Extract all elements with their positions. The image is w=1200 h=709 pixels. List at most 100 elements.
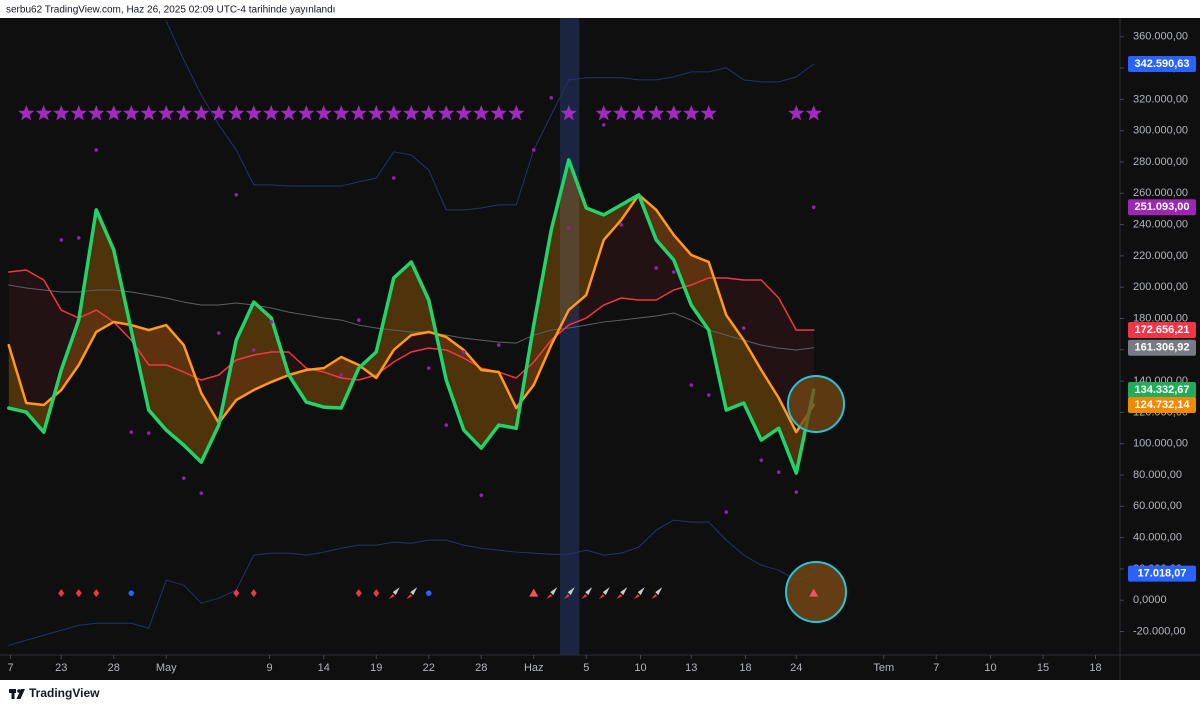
- signal-dot: [619, 223, 624, 227]
- signal-dot: [391, 176, 396, 180]
- signal-star: [455, 104, 472, 121]
- x-tick-label: Tem: [873, 662, 894, 674]
- rocket-flame: [616, 594, 623, 600]
- rocket-flame: [598, 594, 605, 600]
- signal-diamond: [250, 589, 257, 598]
- rocket-flame: [406, 594, 413, 600]
- series-line: [165, 20, 815, 211]
- signal-rocket: [616, 587, 628, 600]
- y-tick-label: 180.000,00: [1133, 312, 1188, 324]
- signal-star: [788, 104, 805, 121]
- signal-dot: [601, 123, 606, 127]
- x-tick-label: 18: [1089, 662, 1101, 674]
- signal-star: [315, 104, 332, 121]
- band-fill: [8, 159, 814, 474]
- y-tick-label: 240.000,00: [1133, 219, 1188, 231]
- signal-star: [210, 104, 227, 121]
- signal-star: [473, 104, 490, 121]
- price-label-box: [1128, 56, 1196, 73]
- signal-dot: [654, 266, 659, 270]
- signal-dot: [776, 470, 781, 474]
- price-label-box: [1128, 321, 1196, 338]
- signal-star: [245, 104, 262, 121]
- series-line: [8, 519, 815, 646]
- signal-dot: [216, 331, 221, 335]
- signal-dot: [741, 326, 746, 330]
- y-tick-label: 80.000,00: [1133, 469, 1182, 481]
- signal-dot: [59, 238, 64, 242]
- signal-diamond: [373, 589, 380, 598]
- signal-dot: [356, 318, 361, 322]
- signal-star: [280, 104, 297, 121]
- rocket-body: [550, 587, 558, 596]
- x-tick-label: 7: [7, 662, 13, 674]
- signal-star: [333, 104, 350, 121]
- rocket-flame: [563, 594, 570, 600]
- y-tick-label: 360.000,00: [1133, 31, 1188, 43]
- rocket-flame: [546, 594, 553, 600]
- brand-name: TradingView: [29, 686, 100, 700]
- signal-star: [403, 104, 420, 121]
- footer-bar: [0, 680, 1200, 709]
- signal-star: [123, 104, 140, 121]
- signal-rocket: [598, 587, 610, 600]
- price-label: 17.018,07: [1138, 567, 1187, 579]
- price-labels: 134.332,67 124.732,14 172.656,21 161.306,92…: [1128, 56, 1196, 582]
- signal-star: [350, 104, 367, 121]
- x-tick-label: 22: [423, 662, 435, 674]
- rocket-body: [410, 587, 418, 596]
- signal-star: [368, 104, 385, 121]
- band-fill: [8, 194, 814, 433]
- signal-diamond: [58, 589, 65, 598]
- signal-dot: [689, 383, 694, 387]
- x-tick-label: 10: [984, 662, 996, 674]
- signal-dot: [146, 431, 151, 435]
- signal-dot: [549, 96, 554, 100]
- price-label-box: [1128, 199, 1196, 216]
- signal-dot: [269, 320, 274, 324]
- annotation-circle: [785, 561, 847, 623]
- price-label: 124.732,14: [1134, 399, 1190, 411]
- x-tick-label: 23: [55, 662, 67, 674]
- signal-diamond: [93, 589, 100, 598]
- series-line: [7, 193, 815, 434]
- price-label-box: [1128, 397, 1196, 414]
- signal-star: [683, 104, 700, 121]
- signal-star: [175, 104, 192, 121]
- signal-dot: [566, 226, 571, 230]
- signal-rocket: [406, 587, 418, 600]
- signal-dot: [811, 205, 816, 210]
- rocket-body: [602, 587, 610, 596]
- header-bar: [0, 0, 1200, 18]
- signal-rocket: [388, 587, 400, 600]
- y-tick-label: 220.000,00: [1133, 250, 1188, 262]
- signal-star: [228, 104, 245, 121]
- signal-dot: [234, 193, 239, 197]
- rocket-body: [620, 587, 628, 596]
- signal-dot: [181, 476, 186, 480]
- signal-star: [438, 104, 455, 121]
- signal-star: [508, 104, 525, 121]
- signal-star: [613, 104, 630, 121]
- signal-rocket: [651, 587, 663, 600]
- signal-star: [88, 104, 105, 121]
- signal-circle: [128, 590, 135, 596]
- signal-star: [490, 104, 507, 121]
- signal-circle: [425, 590, 432, 596]
- signal-diamond: [233, 589, 240, 598]
- signal-dot: [531, 148, 536, 152]
- x-tick-label: 28: [108, 662, 120, 674]
- series-line: [8, 284, 815, 351]
- signal-diamond: [355, 589, 362, 598]
- signal-star: [560, 104, 577, 121]
- signal-dot: [199, 491, 204, 495]
- rocket-flame: [388, 594, 395, 600]
- y-tick-label: 200.000,00: [1133, 281, 1188, 293]
- signal-star: [193, 104, 210, 121]
- rocket-flame: [581, 594, 588, 600]
- x-tick-label: 19: [370, 662, 382, 674]
- x-tick-label: 9: [266, 662, 272, 674]
- price-label: 161.306,92: [1134, 342, 1189, 354]
- plot-area: [7, 18, 847, 655]
